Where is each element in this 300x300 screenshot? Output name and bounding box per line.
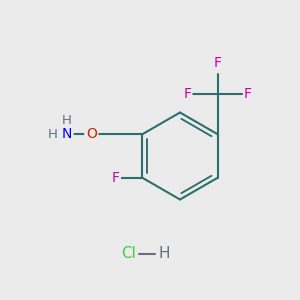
Text: F: F: [112, 171, 120, 185]
Text: H: H: [47, 128, 57, 141]
Text: F: F: [244, 87, 252, 101]
Text: N: N: [61, 127, 72, 141]
Text: Cl: Cl: [122, 246, 136, 261]
Text: H: H: [62, 114, 72, 127]
Text: F: F: [183, 87, 191, 101]
Text: O: O: [86, 127, 97, 141]
Text: H: H: [158, 246, 170, 261]
Text: F: F: [214, 56, 222, 70]
